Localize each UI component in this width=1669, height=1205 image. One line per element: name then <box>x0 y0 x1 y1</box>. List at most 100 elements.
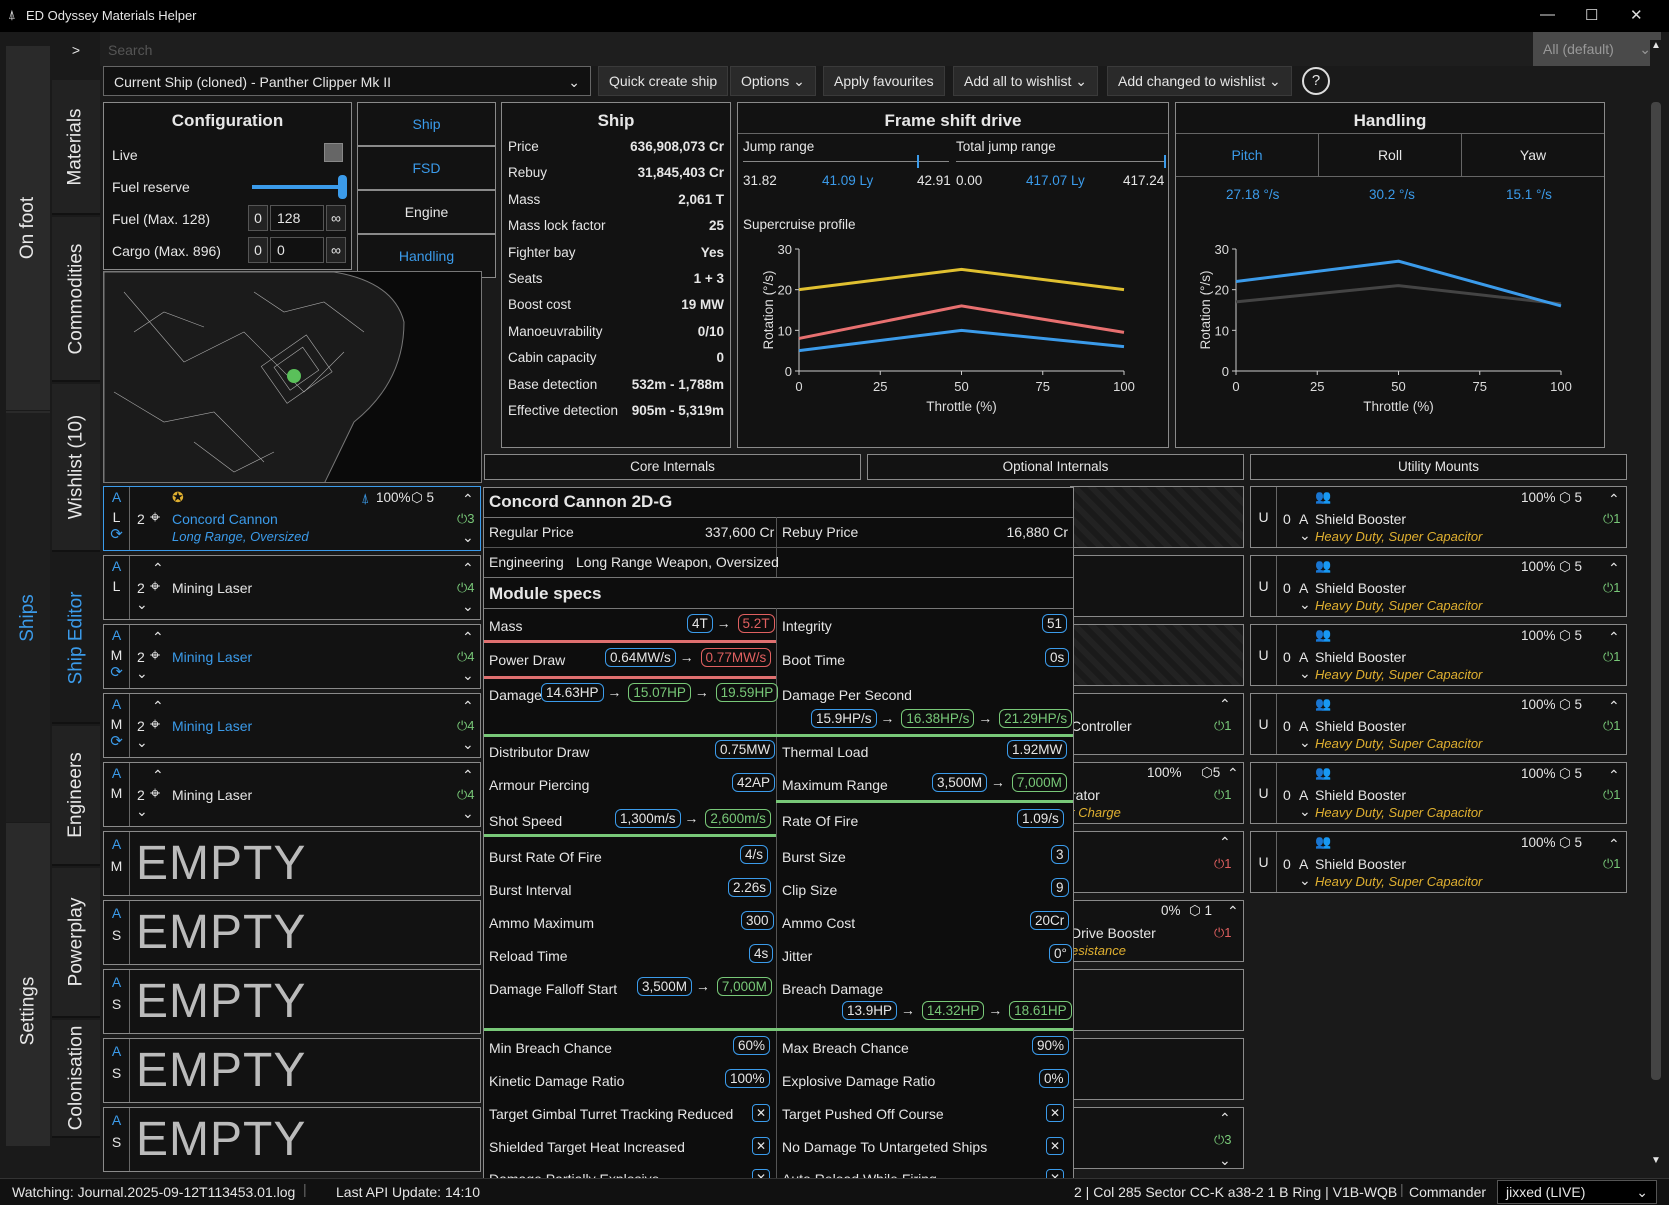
optional-slot[interactable] <box>1070 969 1244 1031</box>
tab-wishlist[interactable]: Wishlist (10) <box>52 384 100 552</box>
tab-yaw[interactable]: Yaw <box>1519 147 1547 163</box>
tab-ship-editor[interactable]: Ship Editor <box>52 554 100 724</box>
fuel-reserve-slider[interactable] <box>252 185 342 189</box>
hardpoint-slot[interactable]: A M 2 ⌖ Mining Laser ⌃ ⌄ ⌃ ⏻4 ⌄ <box>103 762 481 827</box>
chevron-down-icon[interactable]: ⌄ <box>1299 734 1311 750</box>
chevron-up-icon[interactable]: ⌃ <box>152 560 164 576</box>
chevron-up-icon[interactable]: ⌃ <box>1608 836 1620 852</box>
optional-slot[interactable]: 100% ⬡5 ⌃ rator t Charge ⏻1 <box>1070 762 1244 824</box>
scroll-down-icon[interactable]: ▼ <box>1651 1155 1661 1166</box>
chevron-down-icon[interactable]: ⌄ <box>1299 803 1311 819</box>
tab-core-internals[interactable]: Core Internals <box>484 454 861 480</box>
help-button[interactable]: ? <box>1302 67 1330 95</box>
hardpoint-slot[interactable]: A M ⟳ 2 ⌖ Mining Laser ⌃ ⌄ ⌃ ⏻4 ⌄ <box>103 693 481 758</box>
tab-engineers[interactable]: Engineers <box>52 726 100 866</box>
chevron-up-icon[interactable]: ⌃ <box>1219 696 1231 712</box>
chevron-up-icon[interactable]: ⌃ <box>462 767 474 783</box>
chevron-up-icon[interactable]: ⌃ <box>1608 629 1620 645</box>
optional-slot[interactable] <box>1070 555 1244 617</box>
chevron-up-icon[interactable]: ⌃ <box>1608 560 1620 576</box>
chevron-up-icon[interactable]: ⌃ <box>1608 698 1620 714</box>
add-changed-wishlist-button[interactable]: Add changed to wishlist ⌄ <box>1107 66 1292 96</box>
optional-slot[interactable] <box>1070 1038 1244 1100</box>
hardpoint-slot[interactable]: A M ⟳ 2 ⌖ Mining Laser ⌃ ⌄ ⌃ ⏻4 ⌄ <box>103 624 481 689</box>
hardpoint-slot[interactable]: A L ⟳ 2 ⌖ Concord Cannon Long Range, Oversized… <box>103 486 481 551</box>
chevron-down-icon[interactable]: ⌄ <box>1299 665 1311 681</box>
chevron-down-icon[interactable]: ⌄ <box>462 598 474 614</box>
nav-on-foot[interactable]: On foot <box>6 46 50 411</box>
chevron-down-icon[interactable]: ⌄ <box>1219 1152 1231 1168</box>
chevron-down-icon[interactable]: ⌄ <box>1299 872 1311 888</box>
optional-slot[interactable]: 0% ⬡ 1 ⌃ Drive Booster esistance ⏻1 <box>1070 900 1244 962</box>
chevron-up-icon[interactable]: ⌃ <box>1608 491 1620 507</box>
search-input[interactable]: Search <box>100 32 1533 66</box>
expand-button[interactable]: > <box>71 42 81 58</box>
tab-handling[interactable]: Handling <box>357 234 496 278</box>
empty-hardpoint-slot[interactable]: A S EMPTY <box>103 900 481 965</box>
commander-select[interactable]: jixxed (LIVE) ⌄ <box>1497 1180 1657 1204</box>
utility-slot[interactable]: U 👥 0 A Shield Booster ⌄ Heavy Duty, Super Cap… <box>1250 486 1627 548</box>
optional-slot[interactable]: ⌃ ⏻3 ⌄ <box>1070 1107 1244 1169</box>
hardpoint-slot[interactable]: A L 2 ⌖ Mining Laser ⌃ ⌄ ⌃ ⏻4 ⌄ <box>103 555 481 620</box>
ship-select[interactable]: Current Ship (cloned) - Panther Clipper … <box>103 66 591 96</box>
chevron-down-icon[interactable]: ⌄ <box>462 667 474 683</box>
tab-powerplay[interactable]: Powerplay <box>52 868 100 1018</box>
cargo-input[interactable]: 0 <box>270 237 324 263</box>
sync-icon[interactable]: ⟳ <box>110 664 123 681</box>
chevron-up-icon[interactable]: ⌃ <box>462 698 474 714</box>
tab-optional-internals[interactable]: Optional Internals <box>867 454 1244 480</box>
chevron-up-icon[interactable]: ⌃ <box>152 698 164 714</box>
fuel-input[interactable]: 128 <box>270 205 324 231</box>
chevron-down-icon[interactable]: ⌄ <box>136 596 148 612</box>
sync-icon[interactable]: ⟳ <box>110 526 123 543</box>
tab-fsd[interactable]: FSD <box>357 146 496 190</box>
minimize-icon[interactable]: — <box>1540 6 1555 23</box>
chevron-down-icon[interactable]: ⌄ <box>1299 596 1311 612</box>
fuel-max-button[interactable]: ∞ <box>326 205 346 231</box>
options-button[interactable]: Options ⌄ <box>730 66 816 96</box>
cargo-max-button[interactable]: ∞ <box>326 237 346 263</box>
close-icon[interactable]: ✕ <box>1630 7 1643 24</box>
utility-slot[interactable]: U 👥 0 A Shield Booster ⌄ Heavy Duty, Super Cap… <box>1250 555 1627 617</box>
add-all-wishlist-button[interactable]: Add all to wishlist ⌄ <box>953 66 1099 96</box>
optional-slot[interactable]: Controller ⌃ ⏻1 <box>1070 693 1244 755</box>
apply-favourites-button[interactable]: Apply favourites <box>823 66 945 96</box>
optional-slot[interactable] <box>1070 486 1244 548</box>
maximize-icon[interactable]: ☐ <box>1585 7 1599 24</box>
tab-commodities[interactable]: Commodities <box>52 217 100 382</box>
filter-select[interactable]: All (default) ⌄ <box>1533 32 1661 66</box>
chevron-up-icon[interactable]: ⌃ <box>1219 1110 1231 1126</box>
chevron-down-icon[interactable]: ⌄ <box>136 803 148 819</box>
tab-colonisation[interactable]: Colonisation <box>52 1020 100 1138</box>
empty-hardpoint-slot[interactable]: A S EMPTY <box>103 1107 481 1172</box>
chevron-up-icon[interactable]: ⌃ <box>462 491 474 507</box>
tab-utility-mounts[interactable]: Utility Mounts <box>1250 454 1627 480</box>
tab-roll[interactable]: Roll <box>1319 134 1462 176</box>
tab-pitch[interactable]: Pitch <box>1176 134 1319 176</box>
chevron-up-icon[interactable]: ⌃ <box>462 629 474 645</box>
empty-hardpoint-slot[interactable]: A M EMPTY <box>103 831 481 896</box>
chevron-down-icon[interactable]: ⌄ <box>1299 527 1311 543</box>
chevron-up-icon[interactable]: ⌃ <box>152 629 164 645</box>
chevron-down-icon[interactable]: ⌄ <box>136 734 148 750</box>
chevron-down-icon[interactable]: ⌄ <box>462 805 474 821</box>
chevron-up-icon[interactable]: ⌃ <box>1227 903 1239 919</box>
chevron-up-icon[interactable]: ⌃ <box>1608 767 1620 783</box>
ship-preview[interactable] <box>103 271 482 483</box>
tab-engine[interactable]: Engine <box>357 190 496 234</box>
tab-ship[interactable]: Ship <box>357 102 496 146</box>
utility-slot[interactable]: U 👥 0 A Shield Booster ⌄ Heavy Duty, Super Cap… <box>1250 831 1627 893</box>
chevron-up-icon[interactable]: ⌃ <box>1219 834 1231 850</box>
empty-hardpoint-slot[interactable]: A S EMPTY <box>103 969 481 1034</box>
chevron-up-icon[interactable]: ⌃ <box>462 560 474 576</box>
chevron-down-icon[interactable]: ⌄ <box>462 736 474 752</box>
sync-icon[interactable]: ⟳ <box>110 733 123 750</box>
optional-slot[interactable] <box>1070 624 1244 686</box>
fuel-reserve-handle[interactable] <box>338 175 347 199</box>
chevron-down-icon[interactable]: ⌄ <box>136 665 148 681</box>
quick-create-button[interactable]: Quick create ship <box>598 66 729 96</box>
nav-ships[interactable]: Ships <box>6 413 50 823</box>
utility-slot[interactable]: U 👥 0 A Shield Booster ⌄ Heavy Duty, Super Cap… <box>1250 693 1627 755</box>
chevron-down-icon[interactable]: ⌄ <box>462 529 474 545</box>
utility-slot[interactable]: U 👥 0 A Shield Booster ⌄ Heavy Duty, Super Cap… <box>1250 624 1627 686</box>
